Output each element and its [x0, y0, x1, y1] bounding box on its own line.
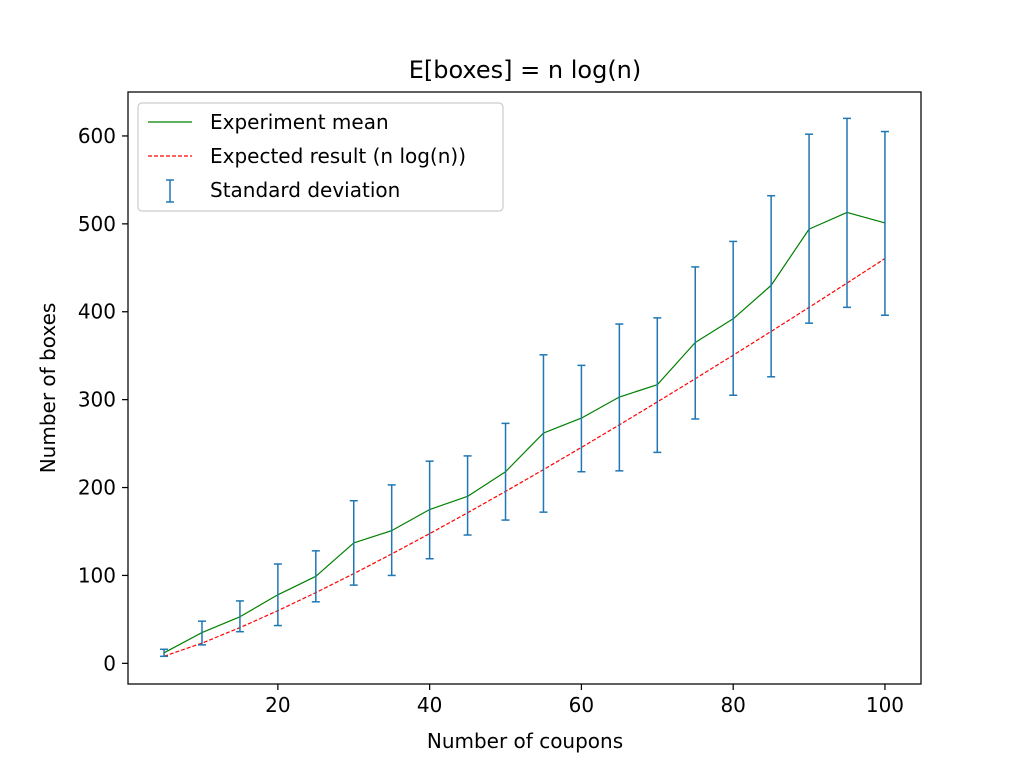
line-series-expected-result: [163, 258, 886, 657]
x-axis-ticks: 20 40 60 80 100: [265, 684, 904, 717]
x-tick-label: 80: [720, 693, 745, 717]
legend-label-experiment-mean: Experiment mean: [210, 110, 389, 134]
x-tick-label: 40: [417, 693, 442, 717]
y-axis-ticks: 0 100 200 300 400 500 600: [78, 124, 128, 675]
legend: Experiment mean Expected result (n log(n…: [137, 102, 504, 212]
plot-area: [160, 117, 889, 658]
y-tick-label: 100: [78, 563, 116, 587]
x-tick-label: 20: [265, 693, 290, 717]
legend-box: [137, 102, 504, 212]
y-tick-label: 500: [78, 212, 116, 236]
y-tick-label: 0: [103, 651, 116, 675]
y-tick-label: 300: [78, 388, 116, 412]
y-tick-label: 600: [78, 124, 116, 148]
y-axis-label: Number of boxes: [36, 303, 60, 474]
x-axis-label: Number of coupons: [427, 729, 623, 753]
y-tick-label: 400: [78, 300, 116, 324]
legend-swatch-standard-deviation: [166, 179, 174, 203]
x-tick-label: 60: [569, 693, 594, 717]
axes-frame: [127, 91, 922, 685]
legend-label-standard-deviation: Standard deviation: [210, 178, 400, 202]
chart-title: E[boxes] = n log(n): [409, 56, 642, 84]
line-series-experiment-mean: [163, 211, 886, 654]
x-tick-label: 100: [866, 693, 904, 717]
legend-label-expected-result: Expected result (n log(n)): [210, 144, 466, 168]
errorbar-series-standard-deviation: [160, 117, 889, 658]
y-tick-label: 200: [78, 476, 116, 500]
